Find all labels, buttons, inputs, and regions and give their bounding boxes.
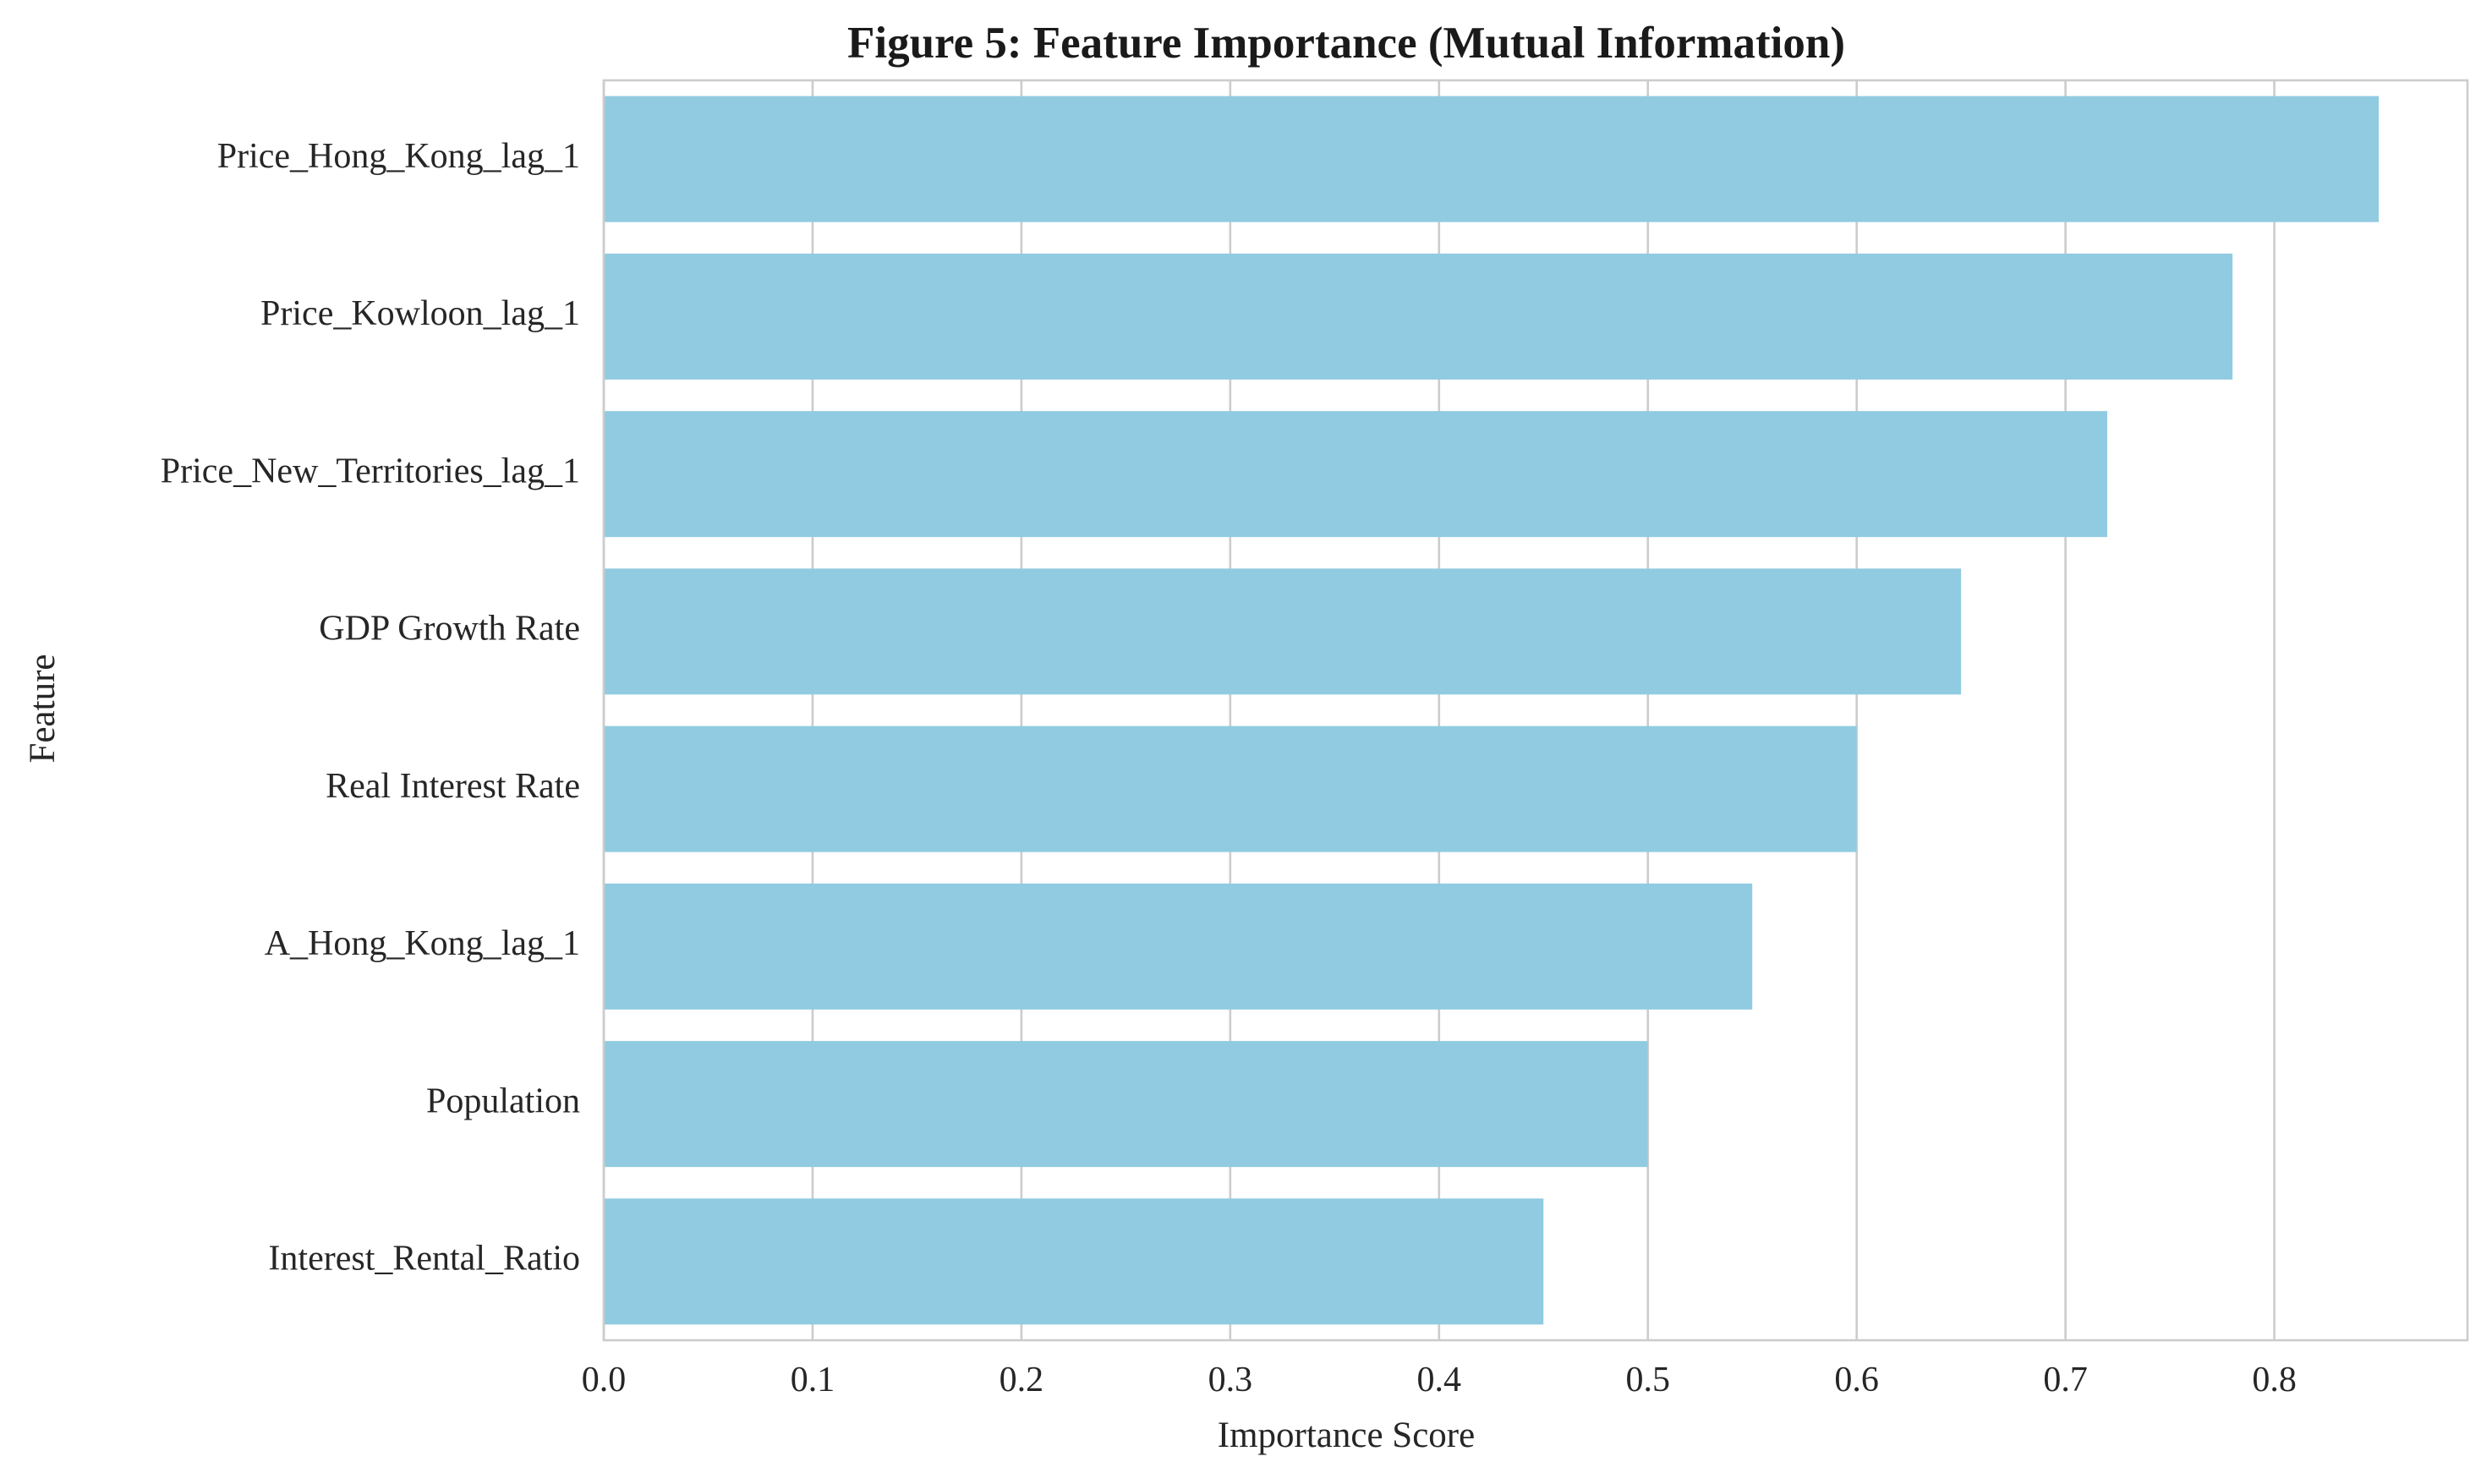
x-tick-label-0: 0.0 xyxy=(582,1361,627,1399)
x-tick-label-8: 0.8 xyxy=(2252,1361,2297,1399)
bar-2 xyxy=(604,253,2233,380)
x-tick-labels: 0.0 0.1 0.2 0.3 0.4 0.5 0.6 0.7 0.8 xyxy=(582,1361,2297,1399)
bar-4 xyxy=(604,568,1962,695)
y-tick-label-2: Price_Kowloon_lag_1 xyxy=(260,294,580,333)
bar-3 xyxy=(604,411,2108,538)
y-axis-label: Feature xyxy=(23,654,63,764)
y-tick-label-6: A_Hong_Kong_lag_1 xyxy=(265,924,580,963)
bars xyxy=(604,96,2380,1325)
bar-1 xyxy=(604,96,2380,222)
x-axis-label: Importance Score xyxy=(1218,1416,1475,1455)
plot-frame xyxy=(602,79,2469,1342)
bar-7 xyxy=(604,1041,1648,1168)
x-tick-label-5: 0.5 xyxy=(1625,1361,1670,1399)
y-tick-label-8: Interest_Rental_Ratio xyxy=(268,1240,580,1279)
x-tick-label-4: 0.4 xyxy=(1417,1361,1462,1399)
y-tick-label-3: Price_New_Territories_lag_1 xyxy=(161,452,580,490)
x-tick-label-1: 0.1 xyxy=(791,1361,835,1399)
y-tick-label-4: GDP Growth Rate xyxy=(319,610,580,649)
plot-border xyxy=(602,79,2469,1342)
chart-title: Figure 5: Feature Importance (Mutual Inf… xyxy=(847,19,1845,68)
y-tick-label-7: Population xyxy=(426,1082,580,1120)
bar-5 xyxy=(604,726,1857,852)
bar-8 xyxy=(604,1198,1544,1325)
x-tick-label-2: 0.2 xyxy=(1000,1361,1044,1399)
x-tick-label-3: 0.3 xyxy=(1208,1361,1253,1399)
bar-6 xyxy=(604,883,1753,1010)
y-tick-label-5: Real Interest Rate xyxy=(326,767,580,806)
x-tick-label-6: 0.6 xyxy=(1834,1361,1879,1399)
y-tick-labels: Price_Hong_Kong_lag_1 Price_Kowloon_lag_1… xyxy=(161,137,580,1279)
x-tick-label-7: 0.7 xyxy=(2043,1361,2088,1399)
y-tick-label-1: Price_Hong_Kong_lag_1 xyxy=(217,137,580,176)
